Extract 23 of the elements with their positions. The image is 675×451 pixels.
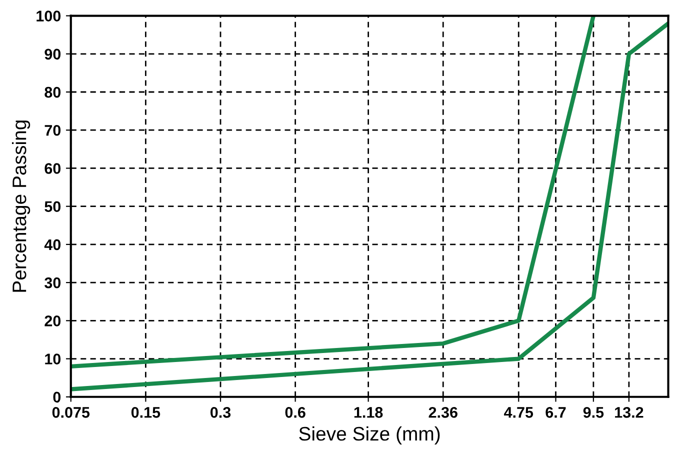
y-tick-label: 50 (44, 201, 61, 212)
y-tick-label: 80 (44, 86, 61, 98)
y-tick-label: 30 (44, 277, 61, 288)
x-tick-label: 13.2 (615, 407, 644, 418)
y-tick-label: 20 (44, 316, 61, 326)
x-axis-title: Sieve Size (mm) (299, 426, 440, 445)
y-tick-label: 40 (44, 239, 61, 250)
x-tick-label: 6.7 (546, 407, 566, 418)
x-tick-label: 0.6 (285, 407, 306, 418)
x-tick-label: 0.15 (131, 407, 160, 418)
y-tick-label: 10 (45, 354, 61, 364)
x-tick-label: 9.5 (583, 407, 604, 418)
x-tick-label: 4.75 (504, 407, 534, 418)
y-tick-label: 100 (36, 10, 61, 22)
x-tick-label: 1.18 (354, 407, 383, 418)
x-tick-label: 0.3 (210, 407, 231, 418)
y-tick-label: 90 (44, 48, 61, 60)
y-tick-label: 0 (53, 392, 61, 403)
y-tick-label: 60 (44, 163, 61, 174)
x-tick-label: 0.075 (52, 407, 90, 418)
x-tick-label: 2.36 (428, 407, 458, 418)
y-tick-label: 70 (44, 124, 61, 136)
y-axis-title: Percentage Passing (12, 120, 30, 292)
